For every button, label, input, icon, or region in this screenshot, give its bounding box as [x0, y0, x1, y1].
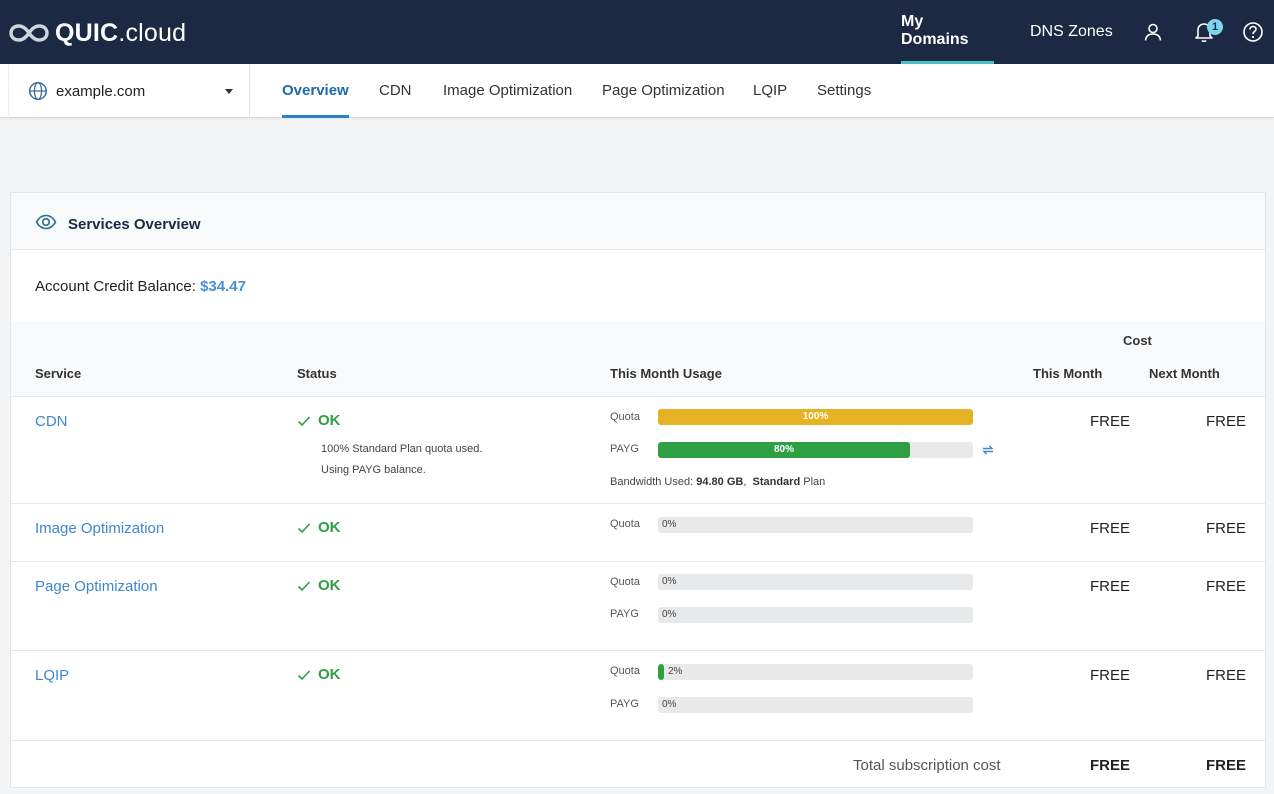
quota-label: Quota — [610, 665, 640, 677]
nav-my-domains[interactable]: My Domains — [901, 0, 994, 64]
credit-value: $34.47 — [200, 278, 246, 295]
user-icon[interactable] — [1141, 20, 1165, 44]
logo-bold: QUIC — [55, 18, 119, 47]
tab-settings[interactable]: Settings — [817, 82, 872, 99]
progress-text: 0% — [662, 699, 677, 710]
tab-page-optimization[interactable]: Page Optimization — [602, 82, 725, 99]
status-image-optimization: OK — [297, 519, 341, 536]
service-header: Service — [35, 366, 82, 381]
progress-fill — [658, 409, 973, 425]
payg-label: PAYG — [610, 698, 639, 710]
credit-label: Account Credit Balance: — [35, 278, 196, 295]
status-note: 100% Standard Plan quota used. — [321, 443, 483, 455]
services-overview-panel: Services Overview Account Credit Balance… — [10, 192, 1266, 788]
logo-infinity-icon — [9, 22, 49, 44]
status-text: OK — [318, 519, 341, 536]
cost-this-month: FREE — [1090, 413, 1131, 430]
usage-header: This Month Usage — [610, 366, 722, 381]
globe-icon — [28, 81, 48, 101]
logo-rest: .cloud — [118, 18, 187, 47]
credit-balance: Account Credit Balance: $34.47 — [35, 278, 246, 295]
notification-badge: 1 — [1207, 19, 1223, 35]
nav-dns-zones[interactable]: DNS Zones — [1030, 23, 1113, 40]
eye-icon — [35, 214, 57, 230]
progress-bar-page-payg: 0% — [658, 607, 973, 623]
panel-header: Services Overview — [11, 193, 1265, 250]
cost-next-month: FREE — [1206, 667, 1247, 684]
cost-this-month: FREE — [1090, 520, 1131, 537]
help-icon[interactable] — [1241, 20, 1265, 44]
selected-domain: example.com — [56, 82, 146, 100]
total-this-month: FREE — [1090, 757, 1131, 774]
brand-logo[interactable]: QUIC.cloud — [9, 18, 186, 48]
quota-label: Quota — [610, 518, 640, 530]
domain-selector[interactable]: example.com — [8, 64, 250, 118]
progress-bar-lqip-quota: 2% — [658, 664, 973, 680]
progress-text: 0% — [662, 576, 677, 587]
sub-nav-bar: example.com Overview CDN Image Optimizat… — [0, 64, 1274, 118]
service-link-lqip[interactable]: LQIP — [35, 667, 70, 684]
cost-next-month: FREE — [1206, 578, 1247, 595]
next-month-header: Next Month — [1149, 366, 1220, 381]
bandwidth-used: Bandwidth Used: 94.80 GB, Standard Plan — [610, 476, 826, 488]
plan-value: Standard — [752, 476, 801, 488]
status-text: OK — [318, 412, 341, 429]
service-link-cdn[interactable]: CDN — [35, 413, 68, 430]
status-cdn: OK — [297, 412, 341, 429]
table-header: Cost Service Status This Month Usage Thi… — [11, 322, 1265, 397]
status-header: Status — [297, 366, 337, 381]
progress-bar-lqip-payg: 0% — [658, 697, 973, 713]
progress-bar-page-quota: 0% — [658, 574, 973, 590]
cost-header: Cost — [1123, 333, 1152, 348]
cost-this-month: FREE — [1090, 578, 1131, 595]
cost-next-month: FREE — [1206, 520, 1247, 537]
quota-label: Quota — [610, 576, 640, 588]
row-divider — [11, 740, 1265, 741]
progress-bar-image-quota: 0% — [658, 517, 973, 533]
total-next-month: FREE — [1206, 757, 1247, 774]
total-label: Total subscription cost — [853, 757, 1001, 774]
check-icon — [297, 415, 311, 427]
payg-label: PAYG — [610, 443, 639, 455]
panel-title: Services Overview — [68, 216, 201, 233]
progress-bar-cdn-quota: 100% — [658, 409, 973, 425]
cost-next-month: FREE — [1206, 413, 1247, 430]
progress-fill — [658, 442, 910, 458]
bandwidth-value: 94.80 GB — [696, 476, 744, 488]
quota-label: Quota — [610, 411, 640, 423]
cost-this-month: FREE — [1090, 667, 1131, 684]
progress-text: 80% — [773, 444, 794, 455]
status-text: OK — [318, 577, 341, 594]
tab-lqip[interactable]: LQIP — [753, 82, 788, 99]
status-text: OK — [318, 666, 341, 683]
progress-text: 0% — [662, 609, 677, 620]
top-bar: QUIC.cloud My Domains DNS Zones 1 — [0, 0, 1274, 64]
payg-label: PAYG — [610, 608, 639, 620]
progress-text: 2% — [668, 666, 683, 677]
progress-fill — [658, 664, 665, 680]
check-icon — [297, 580, 311, 592]
bandwidth-label: Bandwidth Used: — [610, 476, 694, 488]
tab-overview[interactable]: Overview — [282, 64, 349, 118]
tab-image-optimization[interactable]: Image Optimization — [443, 82, 573, 99]
chevron-down-icon — [225, 89, 233, 94]
progress-text: 0% — [662, 519, 677, 530]
status-note: Using PAYG balance. — [321, 464, 426, 476]
status-page-optimization: OK — [297, 577, 341, 594]
plan-suffix: Plan — [803, 476, 826, 488]
row-divider — [11, 561, 1265, 562]
progress-text: 100% — [802, 411, 829, 422]
logo-text: QUIC.cloud — [55, 19, 186, 48]
this-month-header: This Month — [1033, 366, 1103, 381]
status-lqip: OK — [297, 666, 341, 683]
service-link-page-optimization[interactable]: Page Optimization — [35, 578, 158, 595]
check-icon — [297, 522, 311, 534]
refresh-icon[interactable] — [981, 443, 995, 457]
tab-cdn[interactable]: CDN — [379, 82, 412, 99]
check-icon — [297, 669, 311, 681]
row-divider — [11, 650, 1265, 651]
progress-bar-cdn-payg: 80% — [658, 442, 973, 458]
service-link-image-optimization[interactable]: Image Optimization — [35, 520, 165, 537]
row-divider — [11, 503, 1265, 504]
